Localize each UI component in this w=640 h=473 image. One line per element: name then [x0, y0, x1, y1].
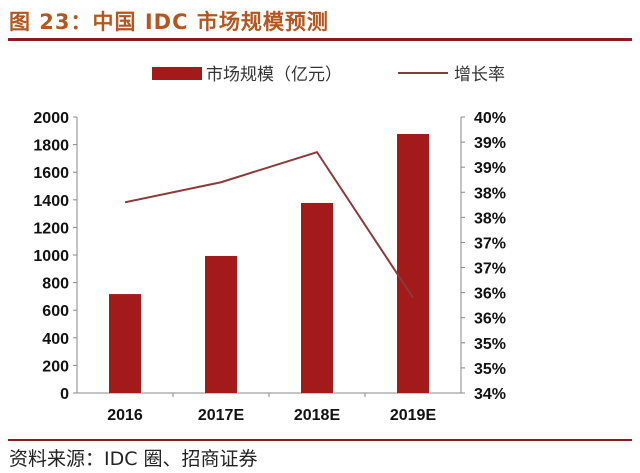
left-tick-label: 1400: [33, 193, 69, 210]
left-tick-label: 400: [42, 331, 69, 348]
source-rule: [8, 439, 632, 441]
x-tick-label: 2016: [107, 407, 143, 424]
right-tick-label: 35%: [474, 336, 506, 353]
bar-2019E: [397, 133, 429, 393]
right-tick-label: 38%: [474, 210, 506, 227]
left-tick-label: 600: [42, 303, 69, 320]
right-tick-label: 37%: [474, 235, 506, 252]
right-tick-label: 38%: [474, 185, 506, 202]
x-tick-label: 2018E: [294, 407, 341, 424]
right-tick-label: 39%: [474, 160, 506, 177]
right-tick-label: 36%: [474, 311, 506, 328]
left-tick-label: 1200: [33, 220, 69, 237]
x-tick-label: 2019E: [390, 407, 437, 424]
right-tick-label: 36%: [474, 286, 506, 303]
right-tick-label: 39%: [474, 135, 506, 152]
right-tick-label: 34%: [474, 386, 506, 403]
bar-2017E: [205, 255, 237, 393]
left-tick-label: 1600: [33, 165, 69, 182]
right-tick-label: 40%: [474, 110, 506, 127]
right-tick-label: 37%: [474, 261, 506, 278]
legend-bar-label: 市场规模（亿元）: [206, 65, 342, 85]
left-tick-label: 1800: [33, 138, 69, 155]
figure-title: 图 23：中国 IDC 市场规模预测: [9, 10, 329, 34]
legend-bar-swatch: [152, 67, 202, 80]
bar-2016: [109, 294, 141, 393]
left-tick-label: 200: [42, 358, 69, 375]
x-tick-label: 2017E: [198, 407, 245, 424]
left-tick-label: 800: [42, 276, 69, 293]
title-rule: [8, 38, 632, 41]
right-tick-label: 35%: [474, 361, 506, 378]
source-note: 资料来源：IDC 圈、招商证券: [9, 448, 258, 470]
bar-2018E: [301, 202, 333, 393]
growth-rate-line: [124, 150, 414, 299]
left-tick-label: 2000: [33, 110, 69, 127]
left-tick-label: 0: [60, 386, 69, 403]
legend-line-label: 增长率: [454, 65, 505, 85]
left-tick-label: 1000: [33, 248, 69, 265]
